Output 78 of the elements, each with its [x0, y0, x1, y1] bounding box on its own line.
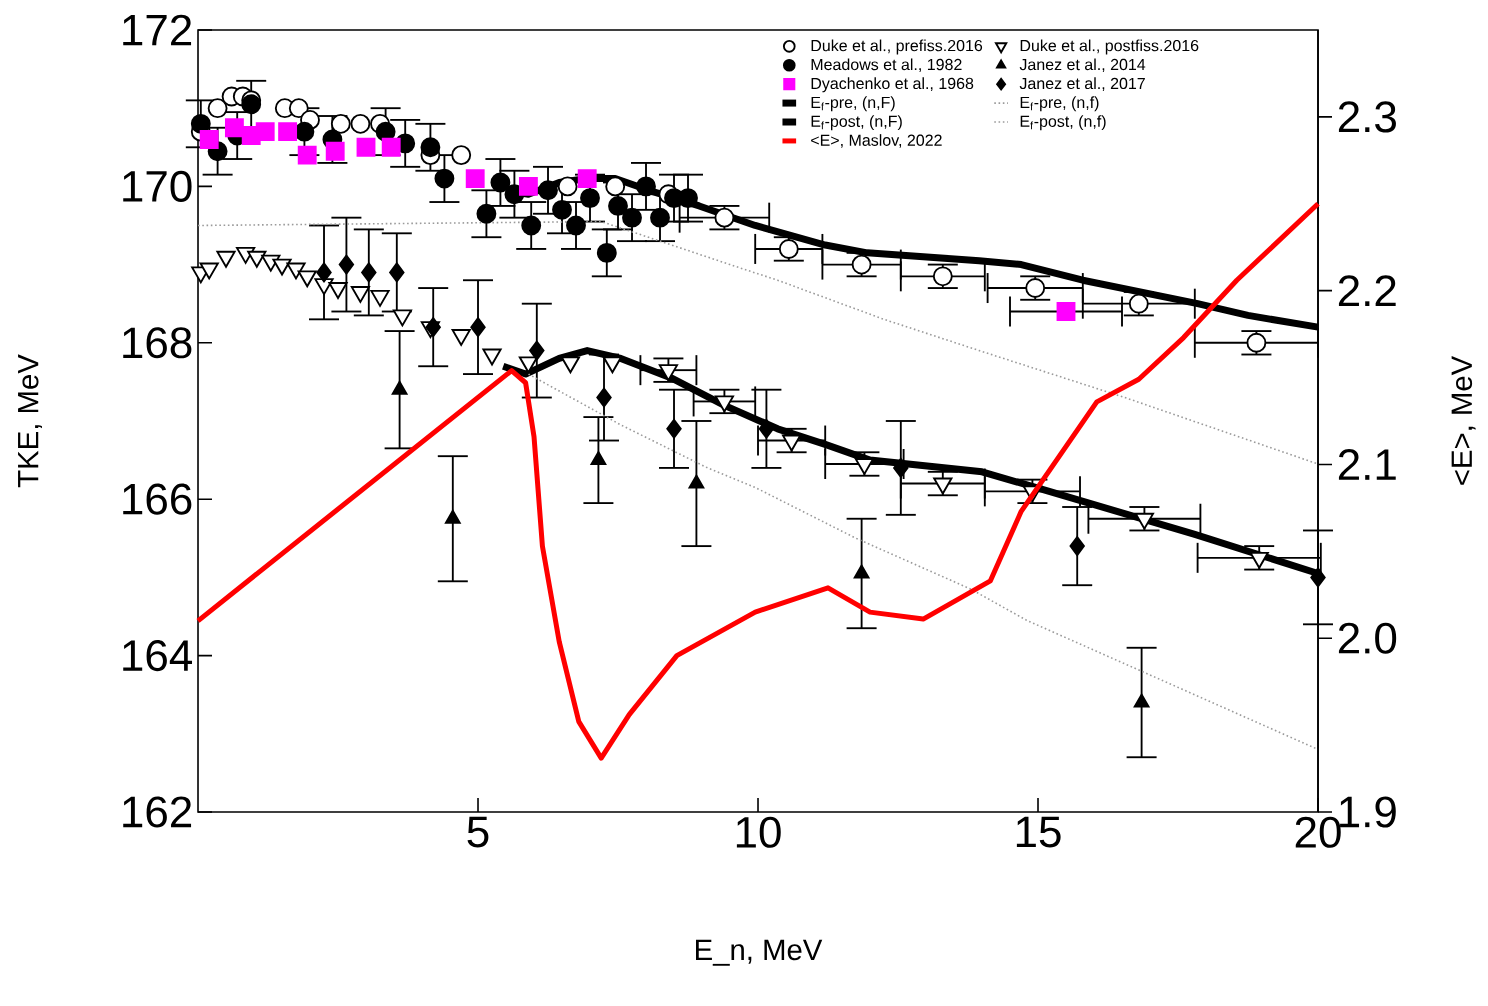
point [255, 122, 275, 142]
point [207, 98, 228, 119]
point [425, 317, 441, 338]
y-tick-label: 164 [123, 640, 192, 672]
point [294, 121, 315, 142]
point [1056, 302, 1076, 321]
legend-label: Janez et al., 2014 [1019, 58, 1146, 73]
y2-tick-label: 2.3 [1338, 101, 1396, 133]
point [608, 196, 628, 216]
point [605, 176, 626, 197]
point [434, 168, 455, 189]
line-series [197, 220, 1319, 465]
y2-tick-label: 1.9 [1340, 796, 1396, 828]
point [580, 188, 600, 209]
y-tick-label: 170 [123, 170, 192, 202]
point [288, 98, 309, 119]
point [557, 176, 578, 197]
point [224, 118, 244, 138]
point [650, 207, 670, 228]
x-tick-label: 5 [467, 816, 489, 848]
legend-label: E$_{f}$-post, (n,f) [1020, 115, 1106, 131]
point [566, 215, 586, 236]
point [552, 199, 572, 220]
point [420, 137, 441, 158]
legend-label: E$_{f}$-post, (n,F) [811, 115, 902, 131]
legend-label: Duke et al., prefiss.2016 [811, 39, 983, 55]
point [190, 113, 211, 134]
x-axis-title: E_n, MeV [696, 939, 823, 966]
point [465, 169, 485, 189]
point [518, 176, 538, 196]
y2-tick-label: 2.1 [1338, 449, 1396, 480]
legend-label: Janez et al., 2017 [1019, 77, 1145, 91]
point [451, 145, 472, 166]
point [596, 242, 617, 263]
y-tick-label: 162 [123, 796, 192, 828]
point [622, 207, 642, 228]
y2-axis-title: <E>, MeV [1451, 355, 1476, 485]
point [666, 418, 682, 439]
legend-label: Meadows et al., 1982 [811, 58, 962, 73]
y2-tick-label: 2.2 [1338, 275, 1396, 307]
point [1069, 536, 1085, 557]
legend-label: <E>, Maslov, 2022 [811, 134, 942, 148]
point [596, 387, 612, 408]
legend-label: E$_{f}$-pre, (n,f) [1020, 96, 1099, 112]
x-tick-label: 15 [1016, 816, 1061, 848]
point [538, 180, 558, 201]
point [316, 262, 332, 283]
legend-label: E$_{f}$-pre, (n,F) [811, 96, 895, 112]
point [577, 169, 597, 189]
point [590, 451, 607, 466]
point [758, 418, 775, 439]
point [470, 317, 486, 338]
point [490, 172, 511, 193]
point [678, 188, 698, 209]
point [297, 145, 317, 165]
point [381, 137, 401, 157]
point [521, 215, 542, 236]
legend-label: Duke et al., postfiss.2016 [1020, 39, 1199, 55]
y-tick-label: 168 [123, 327, 192, 359]
point [350, 113, 371, 134]
point [893, 457, 909, 478]
point [361, 262, 377, 283]
x-tick-label: 20 [1295, 816, 1341, 848]
point [529, 340, 545, 361]
legend-label: Dyachenko et al., 1968 [811, 77, 974, 93]
point [278, 122, 298, 142]
point [389, 262, 405, 283]
point [356, 137, 376, 157]
point [338, 254, 355, 275]
y-tick-label: 172 [123, 14, 192, 46]
point [476, 203, 497, 224]
point [636, 176, 656, 197]
y-axis-title: TKE, MeV [18, 354, 42, 488]
y-tick-label: 166 [123, 483, 192, 515]
x-tick-label: 10 [736, 816, 781, 848]
point [370, 289, 390, 307]
point [199, 130, 219, 149]
y2-tick-label: 2.0 [1338, 622, 1397, 654]
